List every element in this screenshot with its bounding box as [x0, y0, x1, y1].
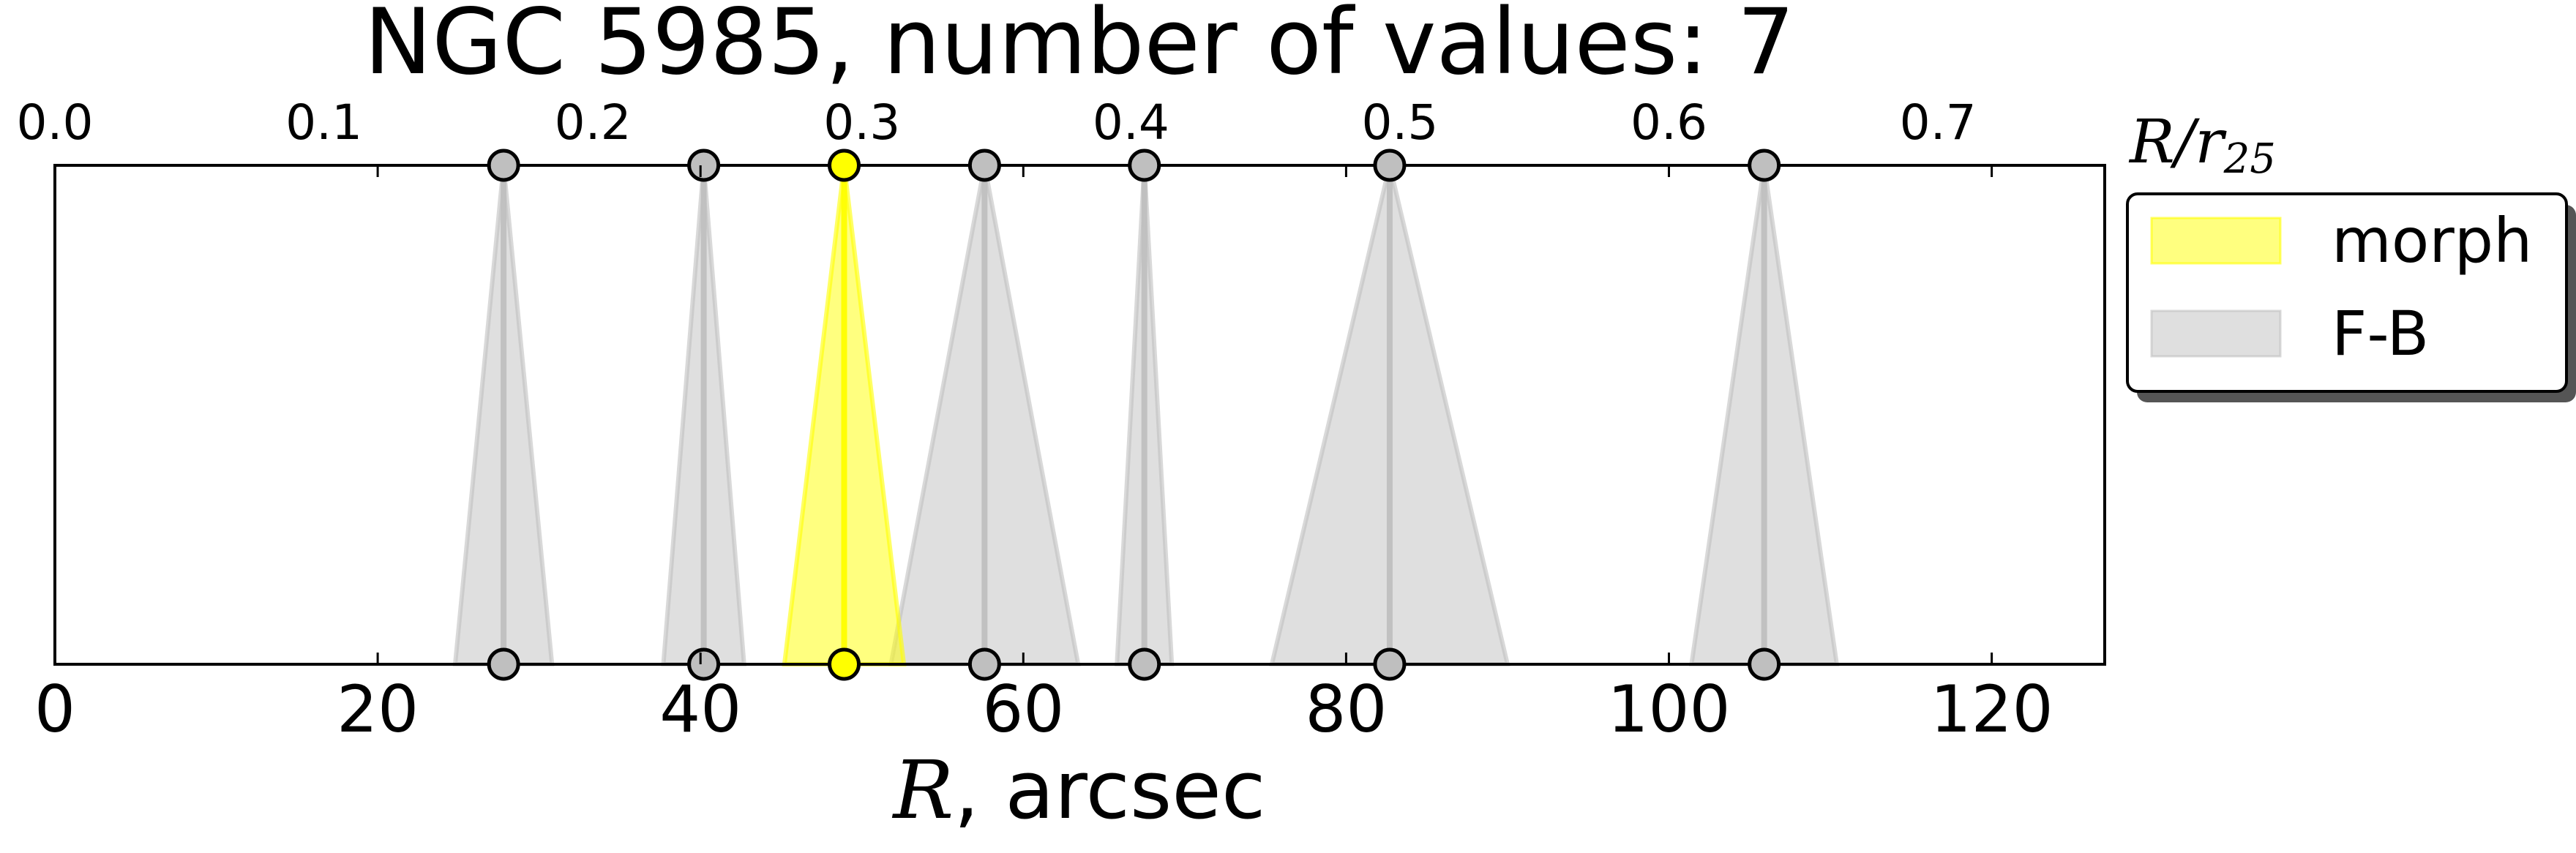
x-axis-label-unit: , arcsec	[954, 743, 1265, 837]
x2-axis-label: R/r25	[2128, 108, 2276, 183]
x2-axis-ticks: 0.0 0.1 0.2 0.3 0.4 0.5 0.6 0.7	[17, 94, 1977, 151]
data-point-bottom	[687, 647, 721, 681]
legend-swatch-fb	[2150, 309, 2282, 358]
data-point-bottom	[1373, 647, 1407, 681]
x2-tick-label: 0.2	[555, 94, 632, 151]
x-axis-label-var: R	[892, 743, 954, 837]
data-point-top	[487, 149, 520, 182]
data-point-bottom	[1128, 647, 1161, 681]
markers-layer	[487, 149, 1781, 681]
x2-tick-label: 0.7	[1900, 94, 1977, 151]
data-point-bottom	[827, 647, 861, 681]
x2-tick-label: 0.5	[1361, 94, 1438, 151]
x-tick-label: 60	[982, 672, 1064, 747]
x-tick-label: 120	[1931, 672, 2053, 747]
x2-axis-label-main: R/r	[2128, 108, 2227, 177]
data-point-top	[1373, 149, 1407, 182]
x-axis-ticks: 0 20 40 60 80 100 120	[34, 165, 2053, 747]
plot-frame	[53, 164, 2106, 666]
data-point-top	[827, 149, 861, 182]
x2-tick-label: 0.1	[285, 94, 362, 151]
x-tick-label: 80	[1305, 672, 1387, 747]
data-point-bottom	[1748, 647, 1781, 681]
chart-title: NGC 5985, number of values: 7	[364, 0, 1795, 95]
data-point-bottom	[967, 647, 1001, 681]
data-point-top	[967, 149, 1001, 182]
x-tick-label: 20	[337, 672, 419, 747]
data-point-top	[687, 149, 721, 182]
x2-tick-label: 0.0	[17, 94, 94, 151]
x2-tick-label: 0.4	[1093, 94, 1169, 151]
x2-axis-label-sub: 25	[2223, 135, 2276, 183]
x2-tick-label: 0.3	[823, 94, 900, 151]
data-point-bottom	[487, 647, 520, 681]
x-tick-label: 100	[1608, 672, 1731, 747]
x-tick-label: 40	[659, 672, 741, 747]
data-point-top	[1748, 149, 1781, 182]
legend-label-fb: F-B	[2332, 298, 2429, 369]
legend-swatch-morph	[2150, 217, 2282, 265]
x-axis-label: R, arcsec	[892, 743, 1266, 837]
data-point-top	[1128, 149, 1161, 182]
cones-layer	[452, 165, 1840, 666]
legend-label-morph: morph	[2332, 205, 2532, 277]
legend: morph F-B	[2126, 192, 2576, 402]
x2-tick-label: 0.6	[1630, 94, 1707, 151]
x-tick-label: 0	[34, 672, 75, 747]
